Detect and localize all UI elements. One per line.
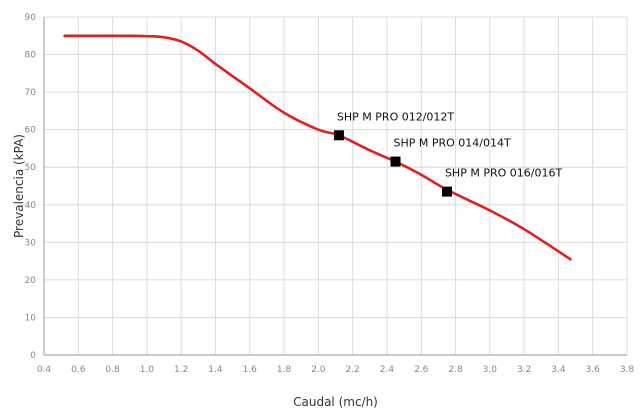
- y-tick-label: 80: [25, 51, 37, 61]
- model-marker: [390, 156, 401, 167]
- x-tick-label: 0.6: [71, 365, 86, 375]
- y-tick-label: 20: [25, 276, 37, 286]
- model-label: SHP M PRO 014/014T: [394, 137, 511, 150]
- x-tick-label: 1.4: [208, 365, 223, 375]
- y-axis-label: Prevalencia (kPA): [12, 134, 26, 238]
- x-tick-label: 3.4: [551, 365, 566, 375]
- x-tick-label: 3.6: [586, 365, 601, 375]
- y-tick-label: 30: [25, 238, 37, 248]
- model-label: SHP M PRO 012/012T: [337, 110, 454, 123]
- y-tick-label: 60: [25, 126, 37, 136]
- x-tick-label: 0.4: [37, 365, 52, 375]
- x-tick-label: 2.8: [448, 365, 463, 375]
- x-tick-label: 1.6: [243, 365, 258, 375]
- y-tick-label: 50: [25, 163, 37, 173]
- x-tick-label: 2.2: [345, 365, 359, 375]
- x-tick-label: 2.6: [414, 365, 429, 375]
- x-tick-label: 1.8: [277, 365, 292, 375]
- y-tick-label: 10: [25, 313, 37, 323]
- grid-lines: [43, 16, 628, 356]
- x-tick-label: 3.8: [620, 365, 635, 375]
- x-tick-label: 3.0: [483, 365, 498, 375]
- x-tick-label: 1.2: [174, 365, 188, 375]
- y-tick-label: 40: [25, 201, 37, 211]
- model-label: SHP M PRO 016/016T: [445, 167, 562, 180]
- x-tick-label: 3.2: [517, 365, 531, 375]
- y-tick-label: 0: [30, 351, 36, 361]
- x-tick-label: 0.8: [105, 365, 120, 375]
- y-tick-label: 70: [25, 88, 37, 98]
- x-axis-label: Caudal (mc/h): [293, 395, 378, 409]
- model-marker: [333, 130, 344, 141]
- model-marker: [441, 186, 452, 197]
- axes: 0.4 0.6 0.8 1.0 1.2 1.4 1.6 1.8 2.0 2.2 2.4 2.6 2.8 3…: [25, 13, 635, 375]
- x-tick-label: 1.0: [140, 365, 155, 375]
- y-tick-label: 90: [25, 13, 37, 23]
- x-tick-label: 2.0: [311, 365, 326, 375]
- markers: SHP M PRO 012/012T SHP M PRO 014/014T SHP …: [333, 110, 562, 197]
- x-tick-label: 2.4: [380, 365, 395, 375]
